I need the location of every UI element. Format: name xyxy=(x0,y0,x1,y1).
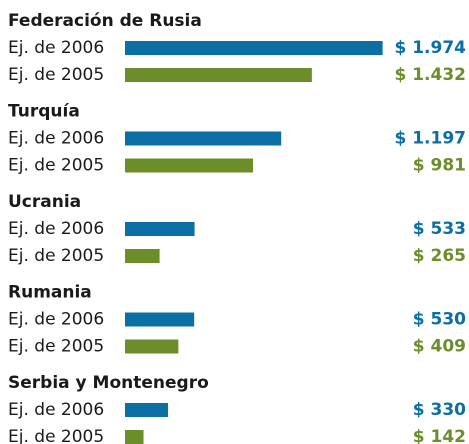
value-label: $ 330 xyxy=(413,400,466,420)
series-label: Ej. de 2005 xyxy=(8,156,104,176)
series-label: Ej. de 2006 xyxy=(8,310,104,330)
series-label: Ej. de 2006 xyxy=(8,219,104,239)
value-label: $ 530 xyxy=(413,310,466,330)
category-label: Federación de Rusia xyxy=(8,11,202,31)
series-label: Ej. de 2006 xyxy=(8,400,104,420)
bar xyxy=(125,68,312,82)
bar xyxy=(125,131,282,146)
category-label: Serbia y Montenegro xyxy=(8,373,209,393)
value-label: $ 142 xyxy=(413,427,466,444)
bar xyxy=(125,249,160,263)
series-label: Ej. de 2006 xyxy=(8,38,104,58)
bar xyxy=(125,312,195,327)
bar xyxy=(125,158,254,173)
value-label: $ 1.432 xyxy=(394,65,466,85)
bar xyxy=(125,430,144,444)
bar xyxy=(125,41,383,55)
value-label: $ 409 xyxy=(413,337,466,357)
bar xyxy=(125,339,179,354)
value-label: $ 981 xyxy=(413,156,466,176)
series-label: Ej. de 2005 xyxy=(8,65,104,85)
series-label: Ej. de 2005 xyxy=(8,337,104,357)
series-label: Ej. de 2005 xyxy=(8,246,104,266)
value-label: $ 533 xyxy=(413,219,466,239)
value-label: $ 1.974 xyxy=(394,38,466,58)
category-label: Ucrania xyxy=(8,192,81,212)
bar xyxy=(125,222,195,236)
category-label: Rumania xyxy=(8,283,92,303)
category-label: Turquía xyxy=(8,102,80,122)
value-label: $ 1.197 xyxy=(394,129,466,149)
value-label: $ 265 xyxy=(413,246,466,266)
bar xyxy=(125,403,169,417)
series-label: Ej. de 2005 xyxy=(8,427,104,444)
series-label: Ej. de 2006 xyxy=(8,129,104,149)
